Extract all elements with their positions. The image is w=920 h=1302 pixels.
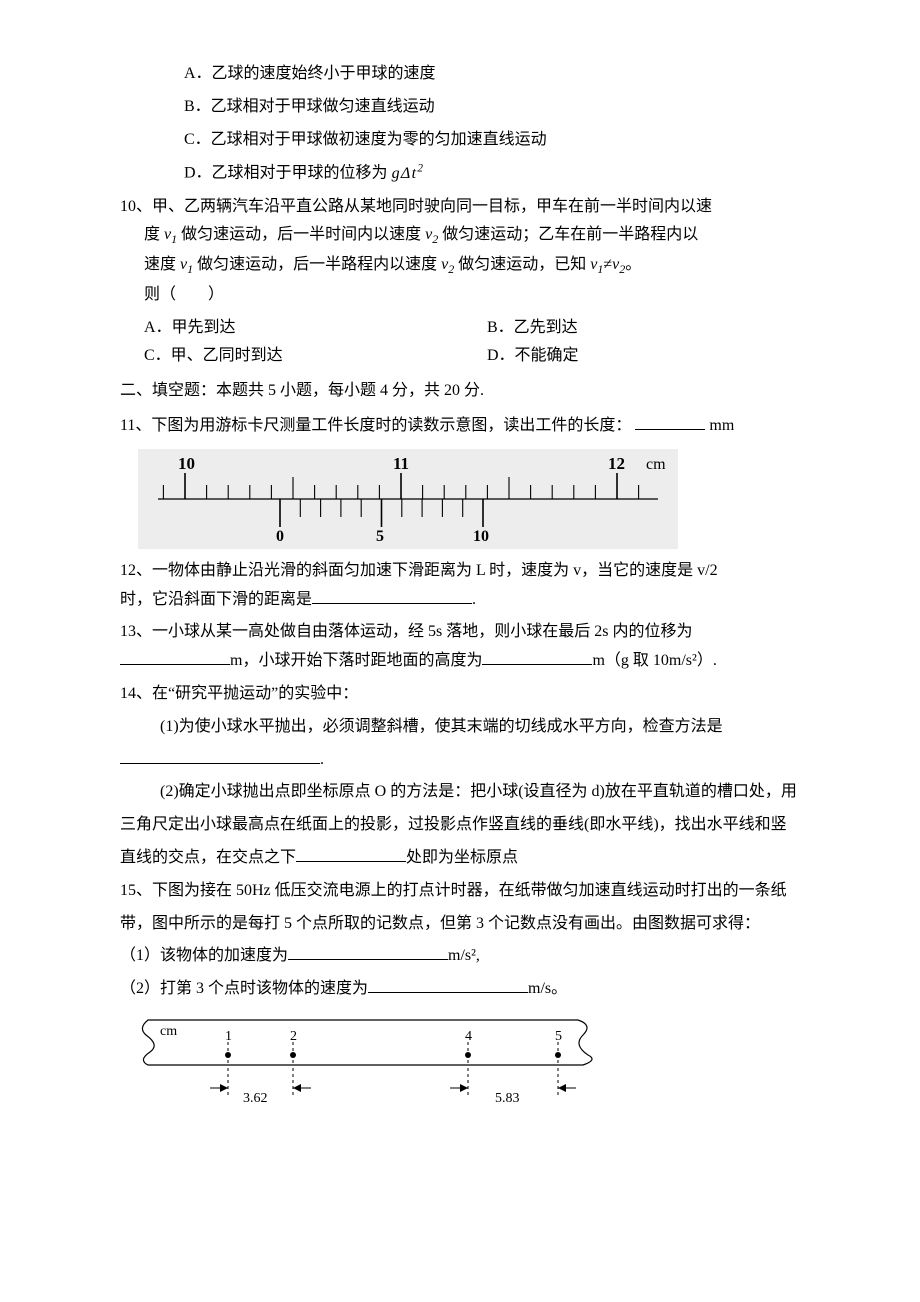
q15-p2-unit: m/s。 — [528, 980, 567, 997]
q11-stem-text: 11、下图为用游标卡尺测量工件长度时的读数示意图，读出工件的长度： — [120, 417, 631, 434]
q14-p1-blank[interactable] — [120, 763, 320, 764]
dim12-value: 3.62 — [243, 1091, 268, 1106]
dim-45: 5.83 — [450, 1068, 576, 1106]
section-2-title: 二、填空题：本题共 5 小题，每小题 4 分，共 20 分. — [120, 377, 830, 406]
q14-p2-l3-pre: 直线的交点，在交点之下 — [120, 849, 296, 866]
q12-l2-end: . — [472, 591, 476, 608]
q10-stem-line2: 度 v1 做匀速运动，后一半时间内以速度 v2 做匀速运动；乙车在前一半路程内以 — [120, 221, 830, 251]
svg-text:2: 2 — [290, 1029, 297, 1044]
q9-option-a: A．乙球的速度始终小于甲球的速度 — [120, 60, 830, 89]
q14-p1: (1)为使小球水平抛出，必须调整斜槽，使其末端的切线成水平方向，检查方法是 — [120, 713, 830, 742]
q15-p2-pre: （2）打第 3 个点时该物体的速度为 — [120, 980, 368, 997]
v1c: v1 — [590, 256, 603, 273]
q15-p1-blank[interactable] — [288, 959, 448, 960]
q9-option-c: C．乙球相对于甲球做初速度为零的匀加速直线运动 — [120, 126, 830, 155]
q11-stem: 11、下图为用游标卡尺测量工件长度时的读数示意图，读出工件的长度： mm — [120, 412, 830, 441]
tape-figure: cm 1 2 4 5 3.62 5.83 — [138, 1010, 830, 1121]
q9-d-text: D．乙球相对于甲球的位移为 — [184, 165, 392, 182]
q14-p2-blank[interactable] — [296, 861, 406, 862]
q9-option-b: B．乙球相对于甲球做匀速直线运动 — [120, 93, 830, 122]
main-label-11: 11 — [393, 454, 409, 473]
main-label-12: 12 — [608, 454, 625, 473]
dim-12: 3.62 — [210, 1068, 311, 1106]
v1a: v1 — [164, 226, 177, 243]
svg-text:5: 5 — [555, 1029, 562, 1044]
caliper-svg: 10 11 12 cm 0 5 10 — [138, 449, 678, 549]
q13-l2-end: m（g 取 10m/s²）. — [592, 652, 716, 669]
svg-text:4: 4 — [465, 1029, 472, 1044]
dim45-arrow-r — [558, 1084, 566, 1092]
v2b: v2 — [441, 256, 454, 273]
q14-p1-end: . — [320, 751, 324, 768]
q12: 12、一物体由静止沿光滑的斜面匀加速下滑距离为 L 时，速度为 v，当它的速度是… — [120, 557, 830, 615]
q13-l2-mid: m，小球开始下落时距地面的高度为 — [230, 652, 482, 669]
q15-p1: （1）该物体的加速度为 m/s², — [120, 942, 830, 971]
q9-d-expr: g Δ t 2 — [392, 165, 423, 182]
q10-option-b: B．乙先到达 — [487, 314, 830, 343]
dim12-arrow-l — [220, 1084, 228, 1092]
tape-svg: cm 1 2 4 5 3.62 5.83 — [138, 1010, 598, 1110]
q15-l2: 带，图中所示的是每打 5 个点所取的记数点，但第 3 个记数点没有画出。由图数据… — [120, 910, 830, 939]
vernier-label-0: 0 — [276, 528, 284, 545]
q12-line1: 12、一物体由静止沿光滑的斜面匀加速下滑距离为 L 时，速度为 v，当它的速度是… — [120, 557, 830, 586]
v1b: v1 — [180, 256, 193, 273]
q14-p1-blank-row: . — [120, 746, 830, 775]
q10-l2b: 做匀速运动，后一半时间内以速度 — [177, 226, 425, 243]
svg-text:1: 1 — [225, 1029, 232, 1044]
dim12-arrow-r — [293, 1084, 301, 1092]
q14-p2-l3: 直线的交点，在交点之下 处即为坐标原点 — [120, 844, 830, 873]
q10-l3b: 做匀速运动，后一半路程内以速度 — [193, 256, 441, 273]
q10-stem-line3: 速度 v1 做匀速运动，后一半路程内以速度 v2 做匀速运动，已知 v1≠v2。 — [120, 251, 830, 281]
q15-p1-pre: （1）该物体的加速度为 — [120, 947, 288, 964]
dim45-value: 5.83 — [495, 1091, 520, 1106]
neq: ≠ — [603, 256, 612, 273]
q14-p2-l2: 三角尺定出小球最高点在纸面上的投影，过投影点作竖直线的垂线(即水平线)，找出水平… — [120, 811, 830, 840]
q15-p1-unit: m/s², — [448, 947, 480, 964]
caliper-figure: 10 11 12 cm 0 5 10 — [138, 449, 830, 549]
tape-outline — [142, 1020, 592, 1065]
q15-l1: 15、下图为接在 50Hz 低压交流电源上的打点计时器，在纸带做匀加速直线运动时… — [120, 877, 830, 906]
q13-blank2[interactable] — [482, 664, 592, 665]
q10-l2c: 做匀速运动；乙车在前一半路程内以 — [438, 226, 698, 243]
q10-l3c: 做匀速运动，已知 — [454, 256, 590, 273]
q12-line2: 时，它沿斜面下滑的距离是. — [120, 586, 830, 615]
q10-stem-line1: 10、甲、乙两辆汽车沿平直公路从某地同时驶向同一目标，甲车在前一半时间内以速 — [120, 193, 830, 222]
q14-p2-l1: (2)确定小球抛出点即坐标原点 O 的方法是：把小球(设直径为 d)放在平直轨道… — [120, 778, 830, 807]
q10-l2a: 度 — [144, 226, 164, 243]
q14-p2-l3-post: 处即为坐标原点 — [406, 849, 518, 866]
q14-stem: 14、在“研究平抛运动”的实验中： — [120, 680, 830, 709]
cm-label: cm — [646, 456, 666, 473]
q15-p2-blank[interactable] — [368, 992, 528, 993]
q13-line1: 13、一小球从某一高处做自由落体运动，经 5s 落地，则小球在最后 2s 内的位… — [120, 618, 830, 647]
q13: 13、一小球从某一高处做自由落体运动，经 5s 落地，则小球在最后 2s 内的位… — [120, 618, 830, 676]
dim45-arrow-l — [460, 1084, 468, 1092]
q10-option-c: C．甲、乙同时到达 — [144, 342, 487, 371]
q10-options-row1: A．甲先到达 B．乙先到达 — [120, 314, 830, 343]
q10-options-row2: C．甲、乙同时到达 D．不能确定 — [120, 342, 830, 371]
main-label-10: 10 — [178, 454, 195, 473]
q10-ze: 则（ ） — [120, 281, 830, 310]
q10-l3d: 。 — [625, 256, 641, 273]
q12-blank[interactable] — [312, 603, 472, 604]
tape-cm-label: cm — [160, 1024, 177, 1039]
vernier-label-5: 5 — [376, 528, 384, 545]
q15-p2: （2）打第 3 个点时该物体的速度为 m/s。 — [120, 975, 830, 1004]
q11-unit: mm — [709, 417, 734, 434]
q10-option-a: A．甲先到达 — [144, 314, 487, 343]
q13-blank1[interactable] — [120, 664, 230, 665]
q12-l2-pre: 时，它沿斜面下滑的距离是 — [120, 591, 312, 608]
q9-option-d: D．乙球相对于甲球的位移为 g Δ t 2 — [120, 158, 830, 188]
q11-blank[interactable] — [635, 429, 705, 430]
v2a: v2 — [425, 226, 438, 243]
q10-option-d: D．不能确定 — [487, 342, 830, 371]
q10-stem: 10、甲、乙两辆汽车沿平直公路从某地同时驶向同一目标，甲车在前一半时间内以速 度… — [120, 193, 830, 310]
q13-line2: m，小球开始下落时距地面的高度为 m（g 取 10m/s²）. — [120, 647, 830, 676]
vernier-label-10: 10 — [473, 528, 489, 545]
v2c: v2 — [612, 256, 625, 273]
q10-l3a: 速度 — [144, 256, 180, 273]
